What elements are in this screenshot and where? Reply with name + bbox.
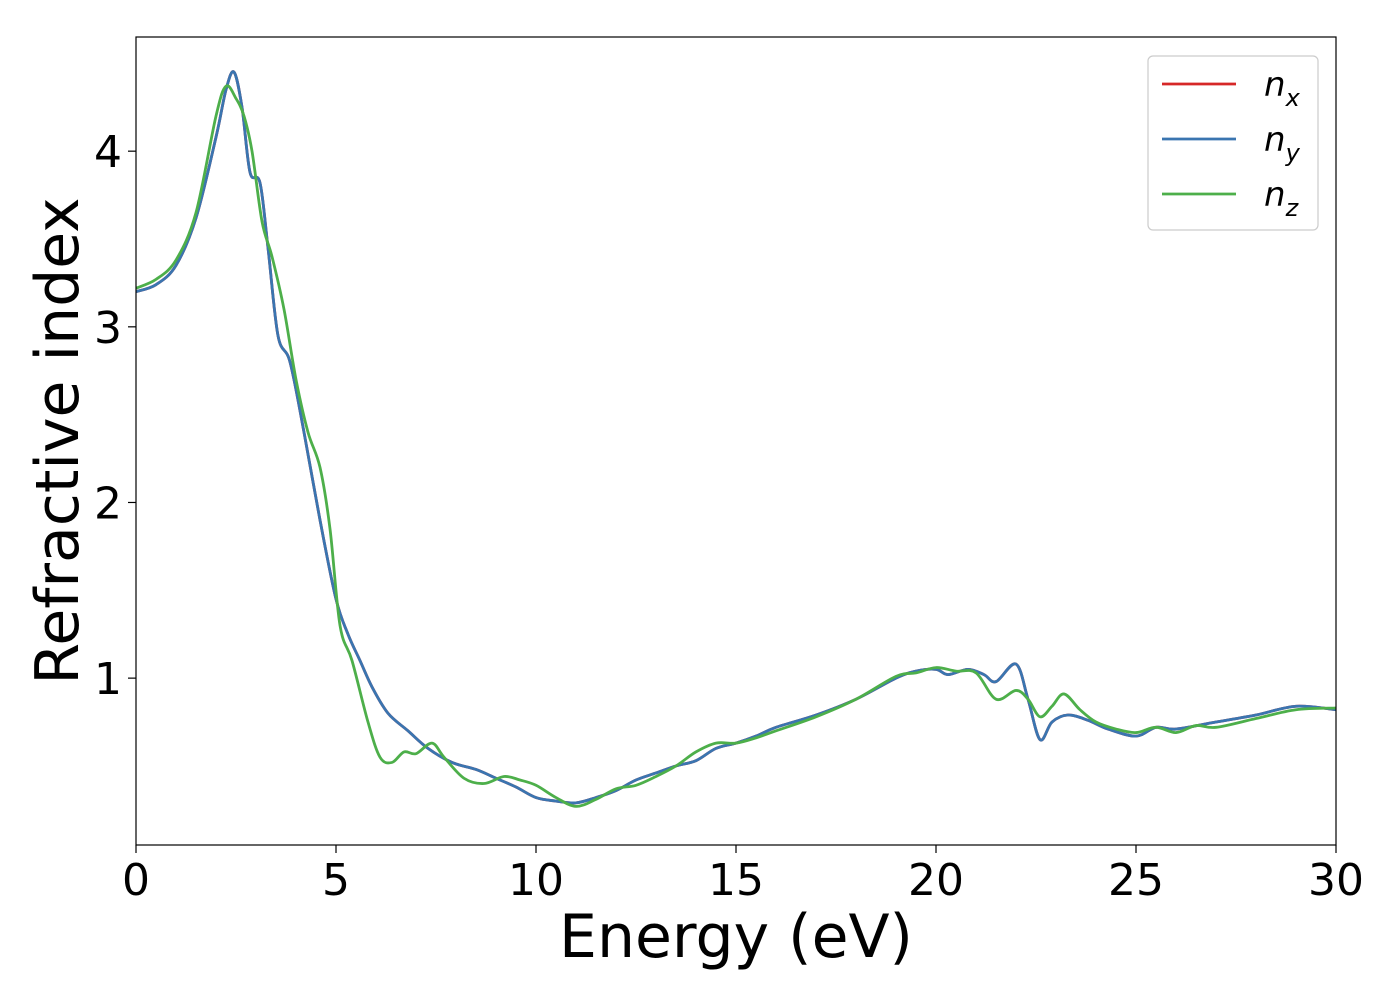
x-tick-label: 0 [122, 855, 150, 906]
y-tick-label: 3 [94, 303, 122, 354]
y-axis-title: Refractive index [23, 197, 93, 684]
x-axis-title: Energy (eV) [559, 902, 913, 972]
legend-label-x: nx [1264, 65, 1301, 112]
x-tick-label: 20 [908, 855, 964, 906]
y-axis-ticks: 1 2 3 4 [94, 127, 136, 705]
x-tick-label: 5 [322, 855, 350, 906]
x-tick-label: 25 [1108, 855, 1164, 906]
y-tick-label: 2 [94, 478, 122, 529]
legend-box [1147, 55, 1319, 231]
y-tick-label: 1 [94, 654, 122, 705]
series-line-n-z [136, 84, 1336, 808]
x-tick-label: 30 [1308, 855, 1364, 906]
plot-background [136, 37, 1336, 845]
x-tick-label: 15 [708, 855, 764, 906]
y-tick-label: 4 [94, 127, 122, 178]
x-axis-ticks: 0 5 10 15 20 25 30 [122, 845, 1364, 906]
legend-items: nx ny nz [1162, 65, 1301, 222]
legend: nx ny nz [1147, 55, 1319, 231]
series-layer [136, 70, 1336, 808]
legend-label-y: ny [1264, 120, 1301, 167]
legend-label-z: nz [1264, 175, 1300, 222]
x-tick-label: 10 [508, 855, 564, 906]
plot-area [135, 36, 1337, 846]
